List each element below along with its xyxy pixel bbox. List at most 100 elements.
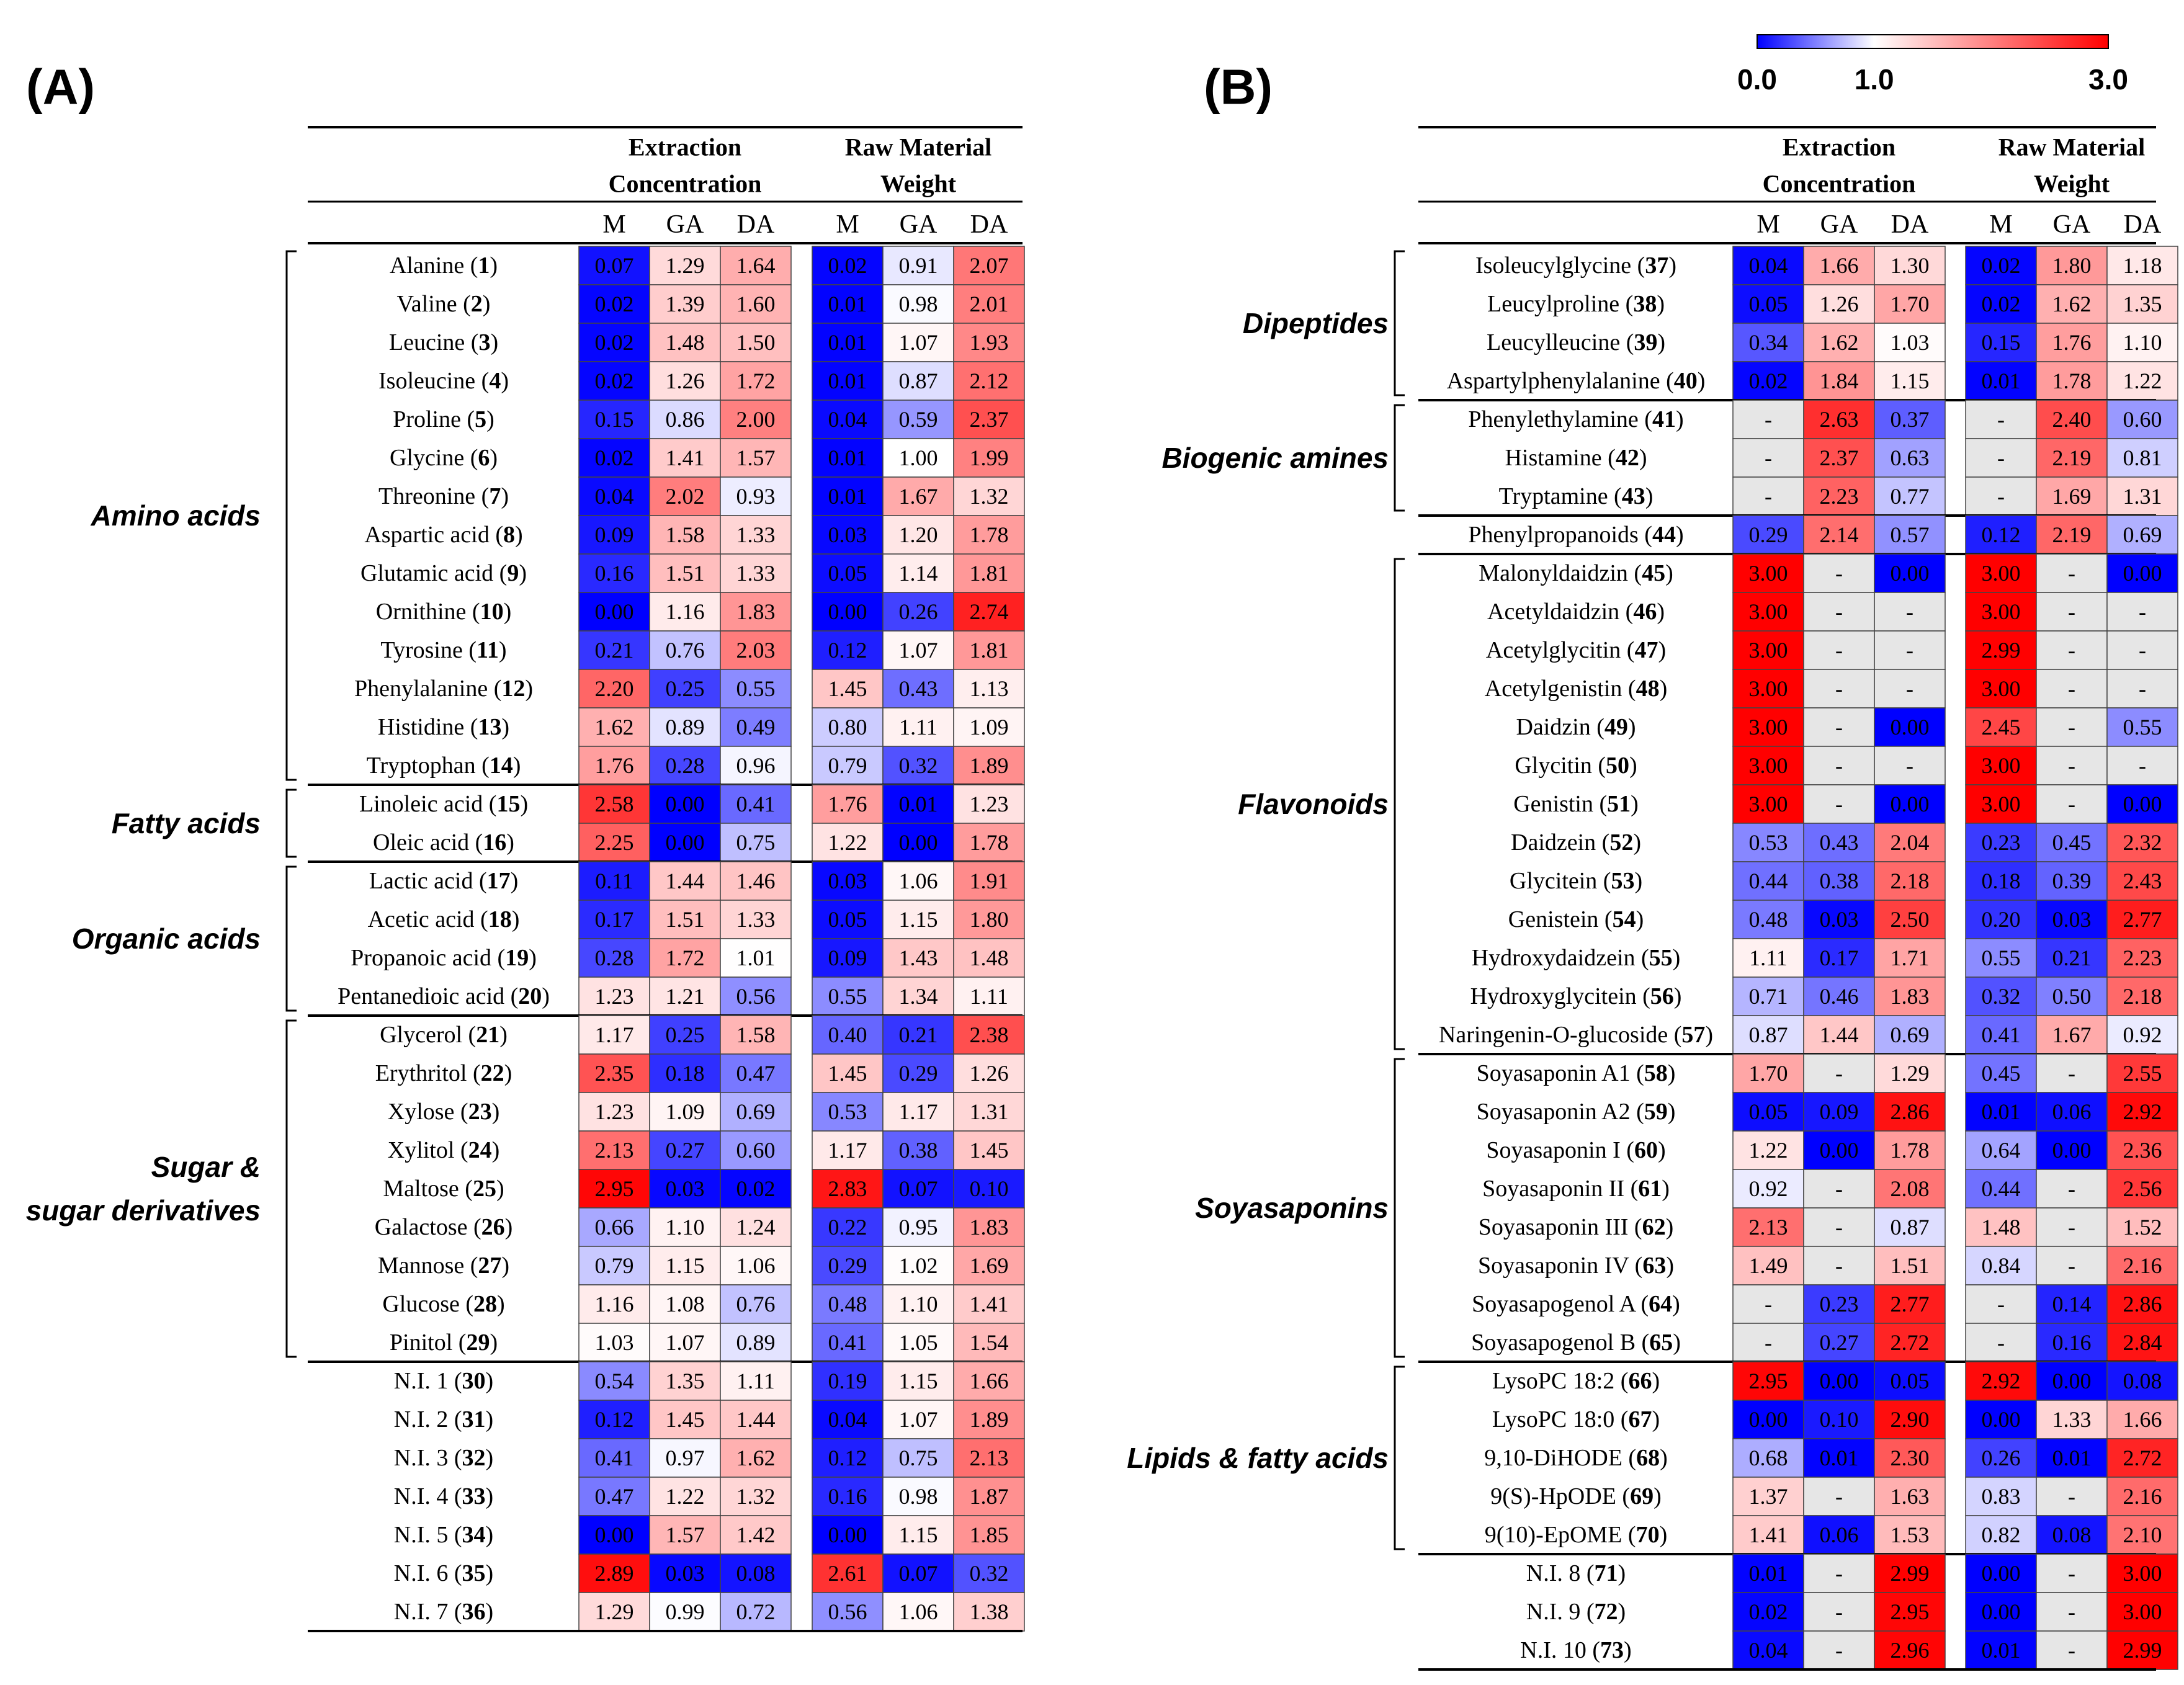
cell-value: 2.77 [1891, 1292, 1930, 1316]
heatmap-cell [720, 938, 792, 978]
cell-value: - [1835, 599, 1843, 624]
cell-value: 1.06 [736, 1253, 776, 1278]
cell-value: 0.47 [736, 1061, 776, 1086]
cell-value: - [1835, 1061, 1843, 1086]
compound-label: Tryptamine (43) [1499, 483, 1654, 509]
compound-label: N.I. 8 (71) [1526, 1560, 1626, 1586]
cell-value: 0.87 [1749, 1022, 1788, 1047]
cell-value: 1.78 [970, 522, 1009, 547]
cell-value: 0.27 [1820, 1330, 1859, 1355]
heatmap-cell [953, 246, 1025, 285]
cell-value: 0.01 [1982, 369, 2021, 393]
group-bracket [285, 865, 297, 1012]
cell-value: 0.23 [1982, 830, 2021, 855]
panel-a-heatmap: (A) Extraction Concentration Raw Material We… [26, 60, 1025, 1632]
cell-value: 0.26 [899, 599, 938, 624]
cell-value: 0.79 [828, 753, 867, 778]
cell-value: 1.33 [736, 907, 776, 932]
cell-value: 1.14 [899, 561, 938, 586]
heatmap-cell [578, 1053, 650, 1093]
heatmap-cell [882, 592, 954, 632]
compound-number: 64 [1649, 1291, 1672, 1317]
cell-value: 1.15 [899, 907, 938, 932]
compound-number: 59 [1644, 1099, 1668, 1125]
compound-label: Naringenin-O-glucoside (57) [1439, 1022, 1713, 1048]
cell-value: 0.34 [1749, 330, 1788, 355]
compound-label: Oleic acid (16) [373, 829, 514, 856]
header-group1-line: Extraction [1783, 133, 1895, 161]
heatmap-cell [812, 861, 884, 901]
cell-value: 1.17 [828, 1138, 867, 1163]
compound-label: Phenylethylamine (41) [1468, 406, 1683, 432]
cell-value: 2.74 [970, 599, 1009, 624]
cell-value: 2.95 [1891, 1599, 1930, 1624]
compound-label: Tryptophan (14) [367, 753, 521, 779]
cell-value: 0.98 [899, 292, 938, 316]
heatmap-cell [812, 246, 884, 285]
cell-value: 0.01 [828, 445, 867, 470]
heatmap-cell [720, 284, 792, 324]
cell-value: - [2139, 753, 2146, 778]
cell-value: 3.00 [1749, 676, 1788, 701]
compound-label: Daidzein (52) [1511, 829, 1641, 856]
compound-label: Glutamic acid (9) [360, 560, 527, 586]
cell-value: 0.38 [899, 1138, 938, 1163]
cell-value: 0.09 [595, 522, 634, 547]
heatmap-cell [882, 323, 954, 362]
cell-value: 2.86 [1891, 1099, 1930, 1124]
heatmap-cell [649, 476, 721, 516]
cell-value: - [1997, 484, 2005, 509]
cell-value: 3.00 [1749, 638, 1788, 663]
cell-value: 0.09 [1820, 1099, 1859, 1124]
cell-value: 0.50 [2052, 984, 2092, 1009]
header-group2-line: Weight [880, 170, 957, 198]
cell-value: 2.99 [2123, 1638, 2162, 1663]
cell-value: 2.86 [2123, 1292, 2162, 1316]
compound-number: 58 [1644, 1060, 1668, 1086]
cell-value: 1.66 [2123, 1407, 2162, 1432]
column-header: DA [737, 210, 775, 239]
colorbar: 0.0 1.0 3.0 [1737, 34, 2128, 96]
cell-value: - [1835, 715, 1843, 740]
compound-number: 3 [478, 329, 490, 355]
compound-label: Aspartylphenylalanine (40) [1447, 368, 1706, 394]
heatmap-cell [720, 707, 792, 747]
cell-value: - [2068, 792, 2075, 816]
cell-value: 0.83 [1982, 1484, 2021, 1509]
compound-label: 9,10-DiHODE (68) [1484, 1445, 1668, 1471]
cell-value: 0.01 [828, 369, 867, 393]
group-label: Organic acids [72, 923, 261, 955]
cell-value: 1.34 [899, 984, 938, 1009]
cell-value: 0.05 [1749, 1099, 1788, 1124]
cell-value: 1.22 [1749, 1138, 1788, 1163]
cell-value: - [1835, 676, 1843, 701]
column-header: GA [2053, 210, 2091, 239]
column-header: GA [1820, 210, 1858, 239]
cell-value: 0.45 [1982, 1061, 2021, 1086]
cell-value: 0.45 [2052, 830, 2092, 855]
heatmap-cell [882, 1246, 954, 1285]
cell-value: 2.02 [666, 484, 705, 509]
cell-value: 2.50 [1891, 907, 1930, 932]
heatmap-cell [649, 1130, 721, 1170]
cell-value: 2.37 [970, 407, 1009, 432]
compound-label: Mannose (27) [378, 1253, 509, 1279]
cell-value: 1.50 [736, 330, 776, 355]
compound-number: 8 [503, 522, 515, 548]
compound-number: 38 [1633, 291, 1657, 317]
heatmap-cell [812, 669, 884, 708]
compound-number: 60 [1634, 1137, 1658, 1163]
heatmap-cell [649, 284, 721, 324]
compound-number: 13 [478, 714, 501, 740]
cell-value: 2.72 [2123, 1446, 2162, 1470]
header-group1-line: Concentration [609, 170, 762, 198]
cell-value: 2.00 [736, 407, 776, 432]
cell-value: 1.33 [2052, 1407, 2092, 1432]
cell-value: 0.03 [828, 869, 867, 893]
heatmap-cell [882, 246, 954, 285]
cell-value: 0.11 [595, 869, 633, 893]
cell-value: - [2068, 753, 2075, 778]
cell-value: 0.48 [1749, 907, 1788, 932]
cell-value: 1.45 [828, 676, 867, 701]
